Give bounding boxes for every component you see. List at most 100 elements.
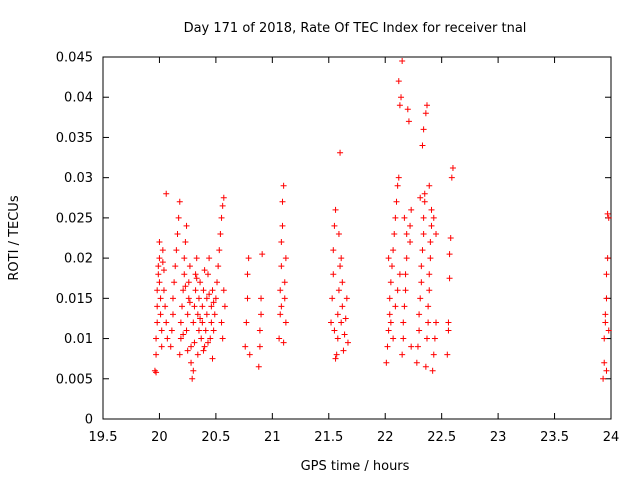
data-point xyxy=(191,339,198,346)
data-point xyxy=(400,319,407,326)
data-point xyxy=(204,271,211,278)
data-point xyxy=(427,255,434,262)
data-point xyxy=(175,214,182,221)
data-point xyxy=(199,303,206,310)
data-point xyxy=(426,271,433,278)
data-point xyxy=(208,303,215,310)
x-tick-label: 22.5 xyxy=(427,430,456,445)
data-point xyxy=(256,343,263,350)
data-point xyxy=(168,327,175,334)
data-point xyxy=(194,351,201,358)
data-point xyxy=(202,327,209,334)
data-point xyxy=(396,102,403,109)
data-point xyxy=(278,263,285,270)
data-point xyxy=(337,149,344,156)
data-point xyxy=(184,347,191,354)
data-point xyxy=(425,319,432,326)
data-point xyxy=(330,247,337,254)
data-point xyxy=(444,351,451,358)
data-point xyxy=(604,255,611,262)
data-point xyxy=(217,230,224,237)
data-point xyxy=(191,303,198,310)
data-point xyxy=(431,335,438,342)
data-point xyxy=(342,315,349,322)
data-point xyxy=(398,94,405,101)
data-point xyxy=(387,319,394,326)
data-point xyxy=(206,291,213,298)
data-point xyxy=(160,287,167,294)
data-point xyxy=(395,78,402,85)
data-point xyxy=(154,319,161,326)
data-point xyxy=(199,319,206,326)
data-point xyxy=(339,303,346,310)
data-point xyxy=(258,295,265,302)
data-point xyxy=(334,335,341,342)
data-point xyxy=(392,303,399,310)
data-point xyxy=(402,287,409,294)
x-tick-label: 21 xyxy=(264,430,281,445)
data-point xyxy=(332,206,339,213)
data-point xyxy=(385,327,392,334)
data-point xyxy=(195,327,202,334)
data-point xyxy=(446,251,453,258)
data-point xyxy=(408,343,415,350)
data-point xyxy=(207,335,214,342)
data-point xyxy=(388,263,395,270)
data-point xyxy=(156,239,163,246)
chart-title: Day 171 of 2018, Rate Of TEC Index for r… xyxy=(184,21,527,36)
data-point xyxy=(390,247,397,254)
data-point xyxy=(335,230,342,237)
data-point xyxy=(201,267,208,274)
data-point xyxy=(428,206,435,213)
data-point xyxy=(328,319,335,326)
data-point xyxy=(421,190,428,197)
data-point xyxy=(278,239,285,246)
data-point xyxy=(169,295,176,302)
y-tick-label: 0.02 xyxy=(64,252,93,267)
data-point xyxy=(158,327,165,334)
data-point xyxy=(164,335,171,342)
y-tick-label: 0.03 xyxy=(64,171,93,186)
y-tick-label: 0.01 xyxy=(64,332,93,347)
data-point xyxy=(334,311,341,318)
x-axis-label: GPS time / hours xyxy=(301,459,410,474)
data-point xyxy=(416,327,423,334)
data-point xyxy=(279,198,286,205)
data-point xyxy=(280,339,287,346)
data-point xyxy=(600,375,607,382)
data-point xyxy=(282,319,289,326)
data-point xyxy=(155,263,162,270)
data-point xyxy=(337,263,344,270)
data-point xyxy=(417,295,424,302)
data-point xyxy=(447,235,454,241)
data-point xyxy=(413,359,420,366)
data-point xyxy=(258,311,265,318)
data-point xyxy=(157,311,164,318)
data-point xyxy=(190,319,197,326)
data-point xyxy=(427,239,434,246)
y-tick-label: 0.04 xyxy=(64,91,93,106)
data-point xyxy=(200,287,207,294)
data-point xyxy=(197,279,204,286)
data-point xyxy=(416,311,423,318)
data-point xyxy=(190,367,197,374)
data-point xyxy=(344,339,351,346)
data-point xyxy=(256,327,263,334)
data-point xyxy=(218,214,225,221)
data-point xyxy=(420,126,427,133)
data-point xyxy=(162,303,169,310)
data-point xyxy=(281,279,288,286)
data-point xyxy=(221,303,228,310)
data-point xyxy=(419,142,426,149)
data-point xyxy=(343,295,350,302)
data-point xyxy=(331,327,338,334)
data-point xyxy=(210,327,217,334)
data-point xyxy=(188,359,195,366)
data-point xyxy=(401,214,408,221)
data-point xyxy=(407,239,414,246)
data-point xyxy=(446,275,453,282)
data-point xyxy=(214,279,221,286)
data-point xyxy=(408,206,415,213)
data-point xyxy=(246,351,253,358)
data-point xyxy=(189,375,196,382)
